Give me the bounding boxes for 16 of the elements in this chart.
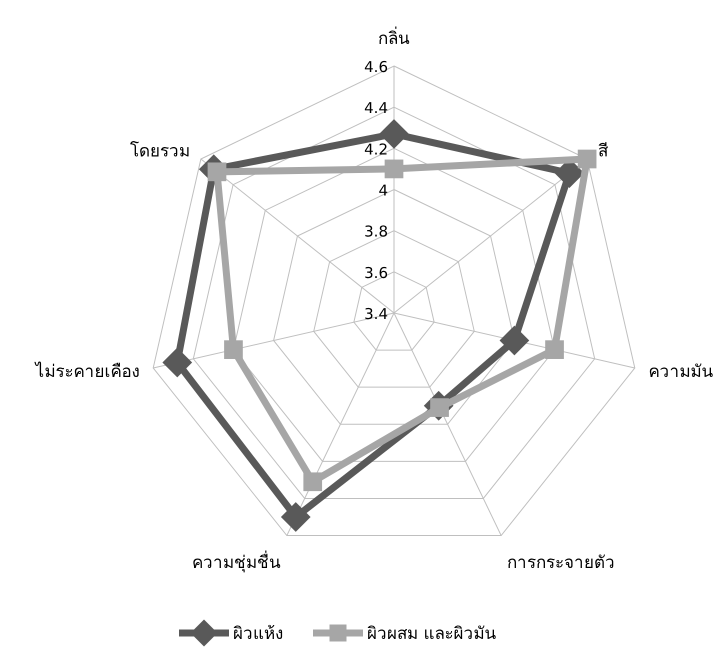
y-tick-label: 3.4	[364, 305, 388, 323]
legend-label: ผิวผสม และผิวมัน	[367, 624, 496, 644]
spoke-label: ความชุ่มชื่น	[192, 550, 281, 574]
spoke-label: โดยรวม	[130, 140, 190, 162]
spoke-label: สี	[598, 141, 610, 162]
spoke-label: กลิ่น	[378, 26, 410, 49]
y-tick-label: 4	[378, 182, 388, 200]
spoke-label: การกระจายตัว	[507, 553, 616, 574]
y-tick-label: 4.4	[364, 99, 388, 118]
y-tick-label: 4.2	[364, 140, 388, 158]
y-tick-label: 4.6	[364, 58, 388, 76]
legend-label: ผิวแห้ง	[233, 624, 283, 644]
spoke-label: ความมัน	[648, 362, 714, 382]
y-tick-label: 3.6	[364, 264, 388, 282]
spoke-label: ไม่ระคายเคือง	[34, 361, 140, 382]
y-tick-label: 3.8	[364, 222, 388, 241]
